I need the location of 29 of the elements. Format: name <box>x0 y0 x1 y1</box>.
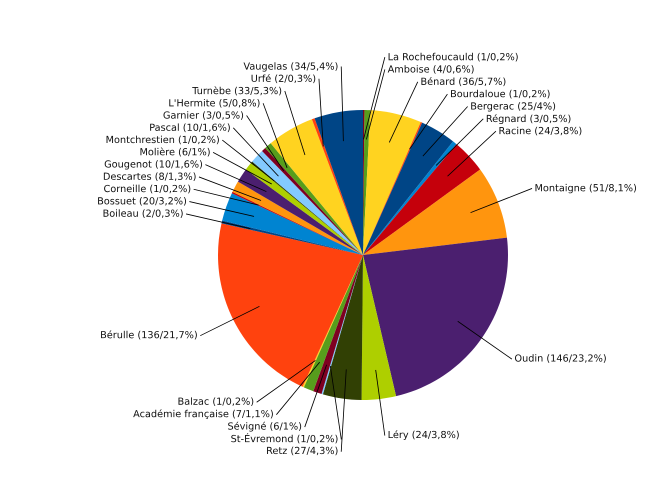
slice-label: Bossuet (20/3,2%) <box>98 196 186 206</box>
slice-label: Sévigné (6/1%) <box>228 422 302 432</box>
slice-label: Pascal (10/1,6%) <box>150 123 230 132</box>
slice-label: Turnèbe (33/5,3%) <box>192 86 282 96</box>
slice-label: Bénard (36/5,7%) <box>421 77 506 86</box>
slice-label: Gougenot (10/1,6%) <box>104 160 202 170</box>
slice-label: Régnard (3/0,5%) <box>486 114 570 124</box>
slice-label: Bérulle (136/21,7%) <box>101 330 197 340</box>
slice-label: Corneille (1/0,2%) <box>104 184 190 194</box>
slice-label: La Rochefoucauld (1/0,2%) <box>388 52 518 62</box>
slice-label: L'Hermite (5/0,8%) <box>169 98 260 108</box>
slice-label: Vaugelas (34/5,4%) <box>244 62 338 72</box>
slice-label: Oudin (146/23,2%) <box>514 354 606 363</box>
slice-label: Bourdaloue (1/0,2%) <box>451 90 550 98</box>
slice-label: Académie française (7/1,1%) <box>133 409 273 420</box>
slice-label: Urfé (2/0,3%) <box>252 74 316 84</box>
slice-label: Garnier (3/0,5%) <box>163 111 244 120</box>
slice-label: Retz (27/4,3%) <box>267 446 338 456</box>
slice-label: Boileau (2/0,3%) <box>104 209 183 218</box>
slice-label: Racine (24/3,8%) <box>499 126 582 136</box>
slice-label: St-Évremond (1/0,2%) <box>231 433 338 444</box>
slice-label: Bergerac (25/4%) <box>471 102 556 112</box>
slice-label: Balzac (1/0,2%) <box>178 397 254 406</box>
slice-label: Descartes (8/1,3%) <box>104 172 196 182</box>
slice-label: Léry (24/3,8%) <box>388 430 459 440</box>
slice-label: Montaigne (51/8,1%) <box>535 184 636 194</box>
slice-label: Molière (6/1%) <box>140 147 210 157</box>
slice-label: Amboise (4/0,6%) <box>388 65 474 74</box>
slice-label: Montchrestien (1/0,2%) <box>106 136 219 144</box>
